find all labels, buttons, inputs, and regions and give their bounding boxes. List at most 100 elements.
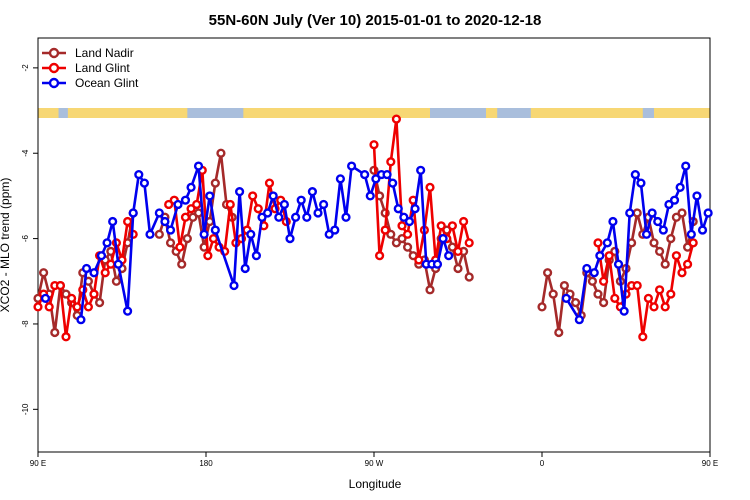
- data-point-land-glint: [453, 246, 463, 257]
- data-point-ocean-glint: [313, 208, 323, 218]
- data-point-ocean-glint: [692, 191, 702, 201]
- data-point-land-glint: [369, 140, 379, 150]
- data-point-ocean-glint: [669, 195, 680, 205]
- data-point-ocean-glint: [235, 187, 245, 197]
- data-point-ocean-glint: [108, 216, 118, 227]
- data-point-ocean-glint: [229, 280, 239, 291]
- band-land-segment: [654, 108, 710, 118]
- band-land-segment: [530, 108, 643, 118]
- data-point-land-glint: [225, 199, 235, 210]
- data-point-ocean-glint: [160, 216, 170, 227]
- legend-swatch-marker: [48, 62, 60, 74]
- data-point-ocean-glint: [180, 195, 191, 205]
- y-axis-label: XCO2 - MLO trend (ppm): [0, 178, 12, 313]
- data-point-ocean-glint: [145, 229, 155, 239]
- data-point-land-glint: [66, 293, 77, 303]
- y-tick-label: -8: [21, 320, 30, 328]
- data-point-land-nadir: [666, 233, 676, 244]
- data-point-ocean-glint: [128, 208, 138, 218]
- data-point-land-nadir: [548, 289, 558, 299]
- data-point-land-nadir: [50, 327, 60, 338]
- data-point-ocean-glint: [154, 208, 164, 218]
- data-point-land-nadir: [408, 251, 418, 261]
- data-point-land-glint: [643, 293, 654, 303]
- data-point-land-glint: [264, 178, 275, 188]
- data-point-ocean-glint: [697, 225, 708, 235]
- data-point-land-glint: [164, 199, 174, 210]
- y-axis: -2 -4 -6 -8 -10: [21, 64, 38, 415]
- data-point-ocean-glint: [205, 191, 215, 201]
- data-point-ocean-glint: [113, 259, 123, 269]
- data-point-ocean-glint: [399, 212, 409, 222]
- data-point-ocean-glint: [330, 225, 340, 235]
- data-point-land-glint: [660, 302, 670, 312]
- data-point-land-glint: [180, 212, 191, 222]
- legend-item-land-nadir: Land Nadir: [42, 46, 134, 60]
- data-point-ocean-glint: [268, 191, 278, 201]
- data-point-land-nadir: [649, 238, 659, 248]
- data-point-ocean-glint: [76, 315, 86, 325]
- data-point-land-nadir: [598, 298, 609, 308]
- data-point-land-glint: [436, 221, 446, 231]
- y-tick-label: -4: [21, 149, 30, 157]
- data-point-land-glint: [666, 289, 676, 299]
- band-land-segment: [38, 108, 59, 118]
- data-point-ocean-glint: [686, 229, 696, 239]
- data-point-land-nadir: [660, 259, 670, 269]
- data-point-ocean-glint: [630, 169, 640, 180]
- data-point-ocean-glint: [40, 293, 51, 303]
- data-point-ocean-glint: [444, 251, 454, 261]
- data-point-land-nadir: [38, 268, 49, 278]
- series-land-glint: [33, 114, 698, 342]
- data-point-ocean-glint: [165, 225, 176, 235]
- data-point-ocean-glint: [89, 268, 99, 278]
- data-point-land-nadir: [671, 212, 682, 222]
- data-point-land-glint: [391, 114, 402, 124]
- data-point-land-nadir: [654, 246, 665, 257]
- series-layer: [33, 114, 713, 342]
- data-point-ocean-glint: [613, 259, 624, 269]
- data-point-ocean-glint: [279, 199, 290, 210]
- y-tick-label: -2: [21, 64, 30, 72]
- data-point-land-nadir: [182, 233, 192, 244]
- data-point-ocean-glint: [602, 238, 612, 248]
- data-point-ocean-glint: [404, 216, 415, 227]
- data-point-ocean-glint: [608, 216, 618, 227]
- data-point-ocean-glint: [382, 169, 392, 180]
- data-point-ocean-glint: [703, 208, 713, 218]
- data-point-land-nadir: [453, 263, 463, 274]
- data-point-ocean-glint: [636, 178, 646, 188]
- data-point-ocean-glint: [641, 229, 652, 239]
- data-point-ocean-glint: [653, 216, 663, 227]
- data-point-ocean-glint: [589, 268, 599, 278]
- data-point-ocean-glint: [139, 178, 150, 188]
- data-point-ocean-glint: [251, 251, 262, 261]
- y-tick-label: -10: [21, 403, 30, 415]
- data-point-land-glint: [248, 191, 258, 201]
- data-point-ocean-glint: [96, 251, 107, 261]
- data-point-land-glint: [203, 251, 213, 261]
- data-point-land-nadir: [94, 298, 105, 308]
- data-point-land-nadir: [537, 302, 547, 312]
- data-point-land-nadir: [677, 208, 687, 218]
- data-point-land-glint: [638, 332, 648, 342]
- data-point-land-nadir: [632, 208, 642, 218]
- data-point-ocean-glint: [681, 161, 691, 171]
- data-point-ocean-glint: [257, 212, 267, 222]
- data-point-ocean-glint: [675, 182, 685, 192]
- data-point-ocean-glint: [285, 233, 295, 244]
- data-point-land-nadir: [397, 233, 407, 244]
- x-axis-label: Longitude: [349, 477, 402, 491]
- data-point-ocean-glint: [647, 208, 657, 218]
- data-point-ocean-glint: [186, 182, 196, 192]
- data-point-land-glint: [106, 259, 116, 269]
- data-point-land-glint: [671, 251, 682, 261]
- legend-swatch-marker: [48, 47, 60, 59]
- x-tick-label: 90 E: [30, 459, 46, 468]
- data-point-ocean-glint: [658, 225, 668, 235]
- data-point-ocean-glint: [664, 199, 674, 210]
- data-point-land-glint: [464, 238, 474, 248]
- data-point-ocean-glint: [335, 174, 346, 184]
- data-point-ocean-glint: [341, 212, 351, 222]
